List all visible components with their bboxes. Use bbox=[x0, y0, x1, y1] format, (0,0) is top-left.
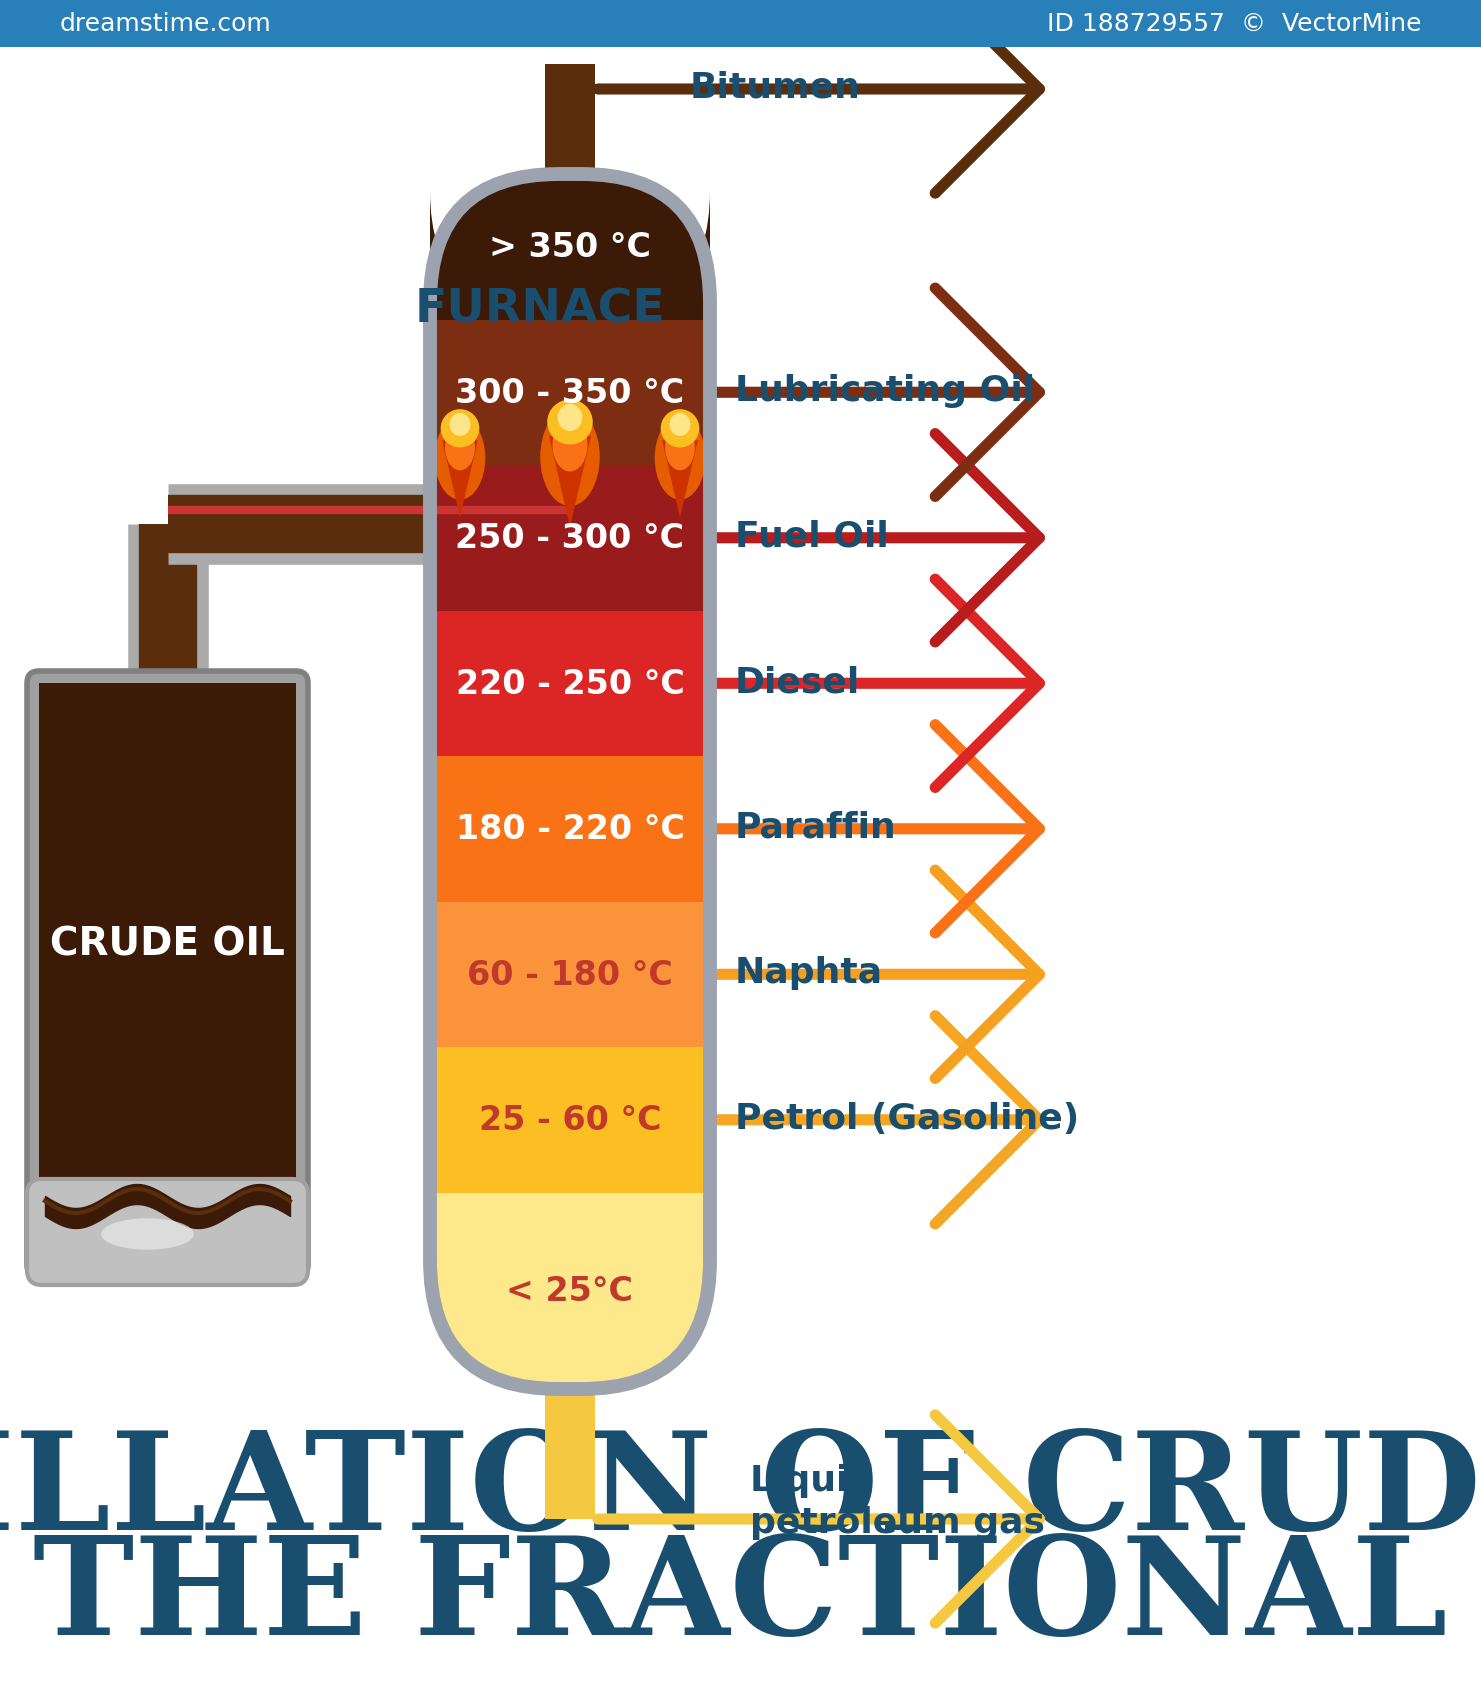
Bar bbox=[429, 611, 709, 757]
Bar bbox=[429, 466, 709, 611]
Bar bbox=[429, 757, 709, 902]
Polygon shape bbox=[443, 441, 478, 519]
Ellipse shape bbox=[661, 410, 699, 448]
Ellipse shape bbox=[558, 405, 582, 432]
Text: Naphta: Naphta bbox=[735, 956, 883, 990]
Text: CRUDE OIL: CRUDE OIL bbox=[50, 926, 284, 963]
Text: ID 188729557  ©  VectorMine: ID 188729557 © VectorMine bbox=[1047, 12, 1422, 35]
Text: 180 - 220 °C: 180 - 220 °C bbox=[456, 812, 684, 846]
Text: 220 - 250 °C: 220 - 250 °C bbox=[456, 667, 684, 701]
Text: Fuel Oil: Fuel Oil bbox=[735, 520, 889, 554]
Ellipse shape bbox=[435, 417, 486, 500]
Ellipse shape bbox=[446, 426, 475, 471]
FancyBboxPatch shape bbox=[429, 176, 709, 321]
Text: Paraffin: Paraffin bbox=[735, 811, 897, 844]
Bar bbox=[429, 902, 709, 1047]
Text: > 350 °C: > 350 °C bbox=[489, 231, 652, 263]
Bar bbox=[429, 1047, 709, 1192]
Text: < 25°C: < 25°C bbox=[507, 1275, 634, 1307]
Ellipse shape bbox=[665, 426, 695, 471]
Bar bbox=[545, 1385, 595, 1518]
Ellipse shape bbox=[441, 410, 480, 448]
Text: Bitumen: Bitumen bbox=[690, 71, 860, 105]
Text: Diesel: Diesel bbox=[735, 665, 860, 699]
Text: Petrol (Gasoline): Petrol (Gasoline) bbox=[735, 1101, 1080, 1135]
FancyBboxPatch shape bbox=[429, 1192, 709, 1388]
Text: 25 - 60 °C: 25 - 60 °C bbox=[478, 1103, 662, 1137]
Bar bbox=[545, 64, 595, 176]
Polygon shape bbox=[662, 441, 698, 519]
Ellipse shape bbox=[541, 409, 600, 507]
Text: dreamstime.com: dreamstime.com bbox=[59, 12, 271, 35]
Text: 300 - 350 °C: 300 - 350 °C bbox=[455, 377, 684, 409]
Bar bbox=[429, 321, 709, 466]
Text: FURNACE: FURNACE bbox=[415, 287, 665, 333]
Ellipse shape bbox=[101, 1218, 194, 1250]
FancyBboxPatch shape bbox=[27, 672, 308, 1277]
Bar bbox=[0, 0, 1481, 47]
Text: THE FRACTIONAL: THE FRACTIONAL bbox=[33, 1530, 1448, 1662]
Bar bbox=[39, 684, 296, 1206]
Text: DISTILLATION OF CRUDE OIL: DISTILLATION OF CRUDE OIL bbox=[0, 1426, 1481, 1557]
Text: Lubricating Oil: Lubricating Oil bbox=[735, 373, 1035, 409]
Polygon shape bbox=[549, 437, 591, 527]
Text: Liquid
petroleum gas: Liquid petroleum gas bbox=[749, 1463, 1046, 1539]
FancyBboxPatch shape bbox=[27, 1179, 308, 1285]
Text: 60 - 180 °C: 60 - 180 °C bbox=[467, 958, 672, 991]
Ellipse shape bbox=[548, 400, 592, 446]
Bar bbox=[429, 240, 709, 321]
Ellipse shape bbox=[552, 419, 588, 473]
Ellipse shape bbox=[450, 414, 471, 437]
Bar bbox=[429, 1192, 709, 1301]
Ellipse shape bbox=[655, 417, 705, 500]
Text: 250 - 300 °C: 250 - 300 °C bbox=[456, 522, 684, 556]
Ellipse shape bbox=[669, 414, 690, 437]
